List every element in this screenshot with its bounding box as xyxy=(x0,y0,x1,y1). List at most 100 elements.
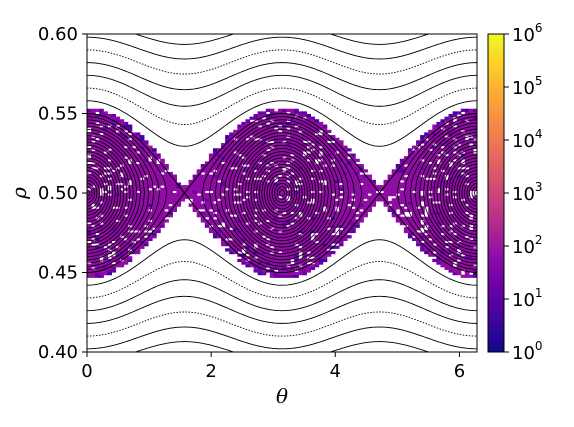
heat-cell xyxy=(448,214,454,218)
heat-cell xyxy=(249,253,255,257)
heat-cell xyxy=(127,169,133,173)
heat-cell xyxy=(123,150,129,155)
heat-cell xyxy=(456,237,462,241)
heat-cell xyxy=(416,224,421,228)
heat-cell xyxy=(286,245,291,249)
heat-cell xyxy=(241,208,247,213)
heat-cell xyxy=(107,261,112,265)
heat-cell xyxy=(87,272,92,276)
heat-cell xyxy=(472,132,477,136)
heat-cell xyxy=(241,145,247,149)
heat-cell xyxy=(318,208,324,213)
heat-cell xyxy=(420,171,425,176)
heat-cell xyxy=(448,169,454,173)
heat-cell xyxy=(111,266,117,270)
heat-cell xyxy=(318,258,324,263)
heat-cell xyxy=(468,129,474,134)
heat-cell xyxy=(241,182,247,186)
heat-cell xyxy=(403,185,409,189)
heat-cell xyxy=(107,227,112,231)
heat-cell xyxy=(432,153,437,157)
heat-cell xyxy=(273,245,279,249)
heat-cell xyxy=(440,193,446,197)
heat-cell xyxy=(119,179,125,184)
heat-cell xyxy=(440,182,446,186)
contour-line xyxy=(442,151,477,235)
heat-cell xyxy=(119,208,125,213)
heat-cell xyxy=(233,250,238,255)
heat-cell xyxy=(143,171,149,176)
heat-cell xyxy=(407,219,413,223)
heat-cell xyxy=(286,148,291,152)
heat-cell xyxy=(318,240,324,244)
heat-cell xyxy=(314,185,320,189)
heat-cell xyxy=(233,206,238,210)
heat-cell xyxy=(249,256,255,260)
heat-cell xyxy=(87,198,92,202)
heat-cell xyxy=(412,206,417,210)
contour-line xyxy=(241,144,323,242)
heat-cell xyxy=(351,161,356,165)
heat-cell xyxy=(115,156,121,160)
heat-cell xyxy=(294,198,299,202)
heat-cell xyxy=(359,219,364,223)
heat-cell xyxy=(273,161,279,165)
heat-cell xyxy=(156,221,161,226)
contour-line xyxy=(456,167,477,219)
heat-cell xyxy=(282,237,287,241)
heat-cell xyxy=(472,185,477,189)
heat-cell xyxy=(103,216,108,220)
heat-cell xyxy=(407,224,413,228)
heat-cell xyxy=(448,269,454,273)
heat-cell xyxy=(282,229,287,234)
heat-cell xyxy=(111,145,117,149)
heat-cell xyxy=(139,190,145,194)
heat-cell xyxy=(115,264,121,268)
heat-cell xyxy=(99,206,104,210)
heat-cell xyxy=(314,198,320,202)
heat-cell xyxy=(217,211,222,215)
heat-cell xyxy=(204,177,210,181)
heat-cell xyxy=(456,232,462,236)
heat-cell xyxy=(119,216,125,220)
heat-cell xyxy=(131,248,137,252)
heat-cell xyxy=(111,190,117,194)
heat-cell xyxy=(286,240,291,244)
heat-cell xyxy=(152,174,157,178)
heat-cell xyxy=(180,190,186,194)
heat-cell xyxy=(302,232,307,236)
heat-cell xyxy=(143,211,149,215)
heat-cell xyxy=(290,185,295,189)
heat-cell xyxy=(412,195,417,199)
heat-cell xyxy=(403,177,409,181)
heat-cell xyxy=(407,164,413,168)
heat-cell xyxy=(265,195,271,199)
contour-line xyxy=(87,151,122,235)
heat-cell xyxy=(87,179,92,184)
heat-cell xyxy=(131,198,137,202)
heat-cell xyxy=(115,179,121,184)
heat-cell xyxy=(322,156,328,160)
heat-cell xyxy=(444,179,450,184)
heat-cell xyxy=(91,171,96,176)
heat-cell xyxy=(472,116,477,120)
heat-cell xyxy=(472,177,477,181)
heat-cell xyxy=(253,145,259,149)
heat-cell xyxy=(440,261,446,265)
heat-cell xyxy=(355,187,360,191)
heat-cell xyxy=(237,243,242,247)
heat-cell xyxy=(310,161,316,165)
heat-cell xyxy=(326,145,332,149)
heat-cell xyxy=(294,111,299,115)
heat-cell xyxy=(334,211,340,215)
heat-cell xyxy=(135,148,141,152)
heat-cell xyxy=(229,145,234,149)
heat-cell xyxy=(233,227,238,231)
heat-cell xyxy=(383,203,389,207)
heat-cell xyxy=(302,208,307,213)
heat-cell xyxy=(464,229,470,234)
heat-cell xyxy=(168,171,173,176)
contour-line xyxy=(87,0,477,16)
heat-cell xyxy=(420,169,425,173)
heat-cell xyxy=(347,216,352,220)
